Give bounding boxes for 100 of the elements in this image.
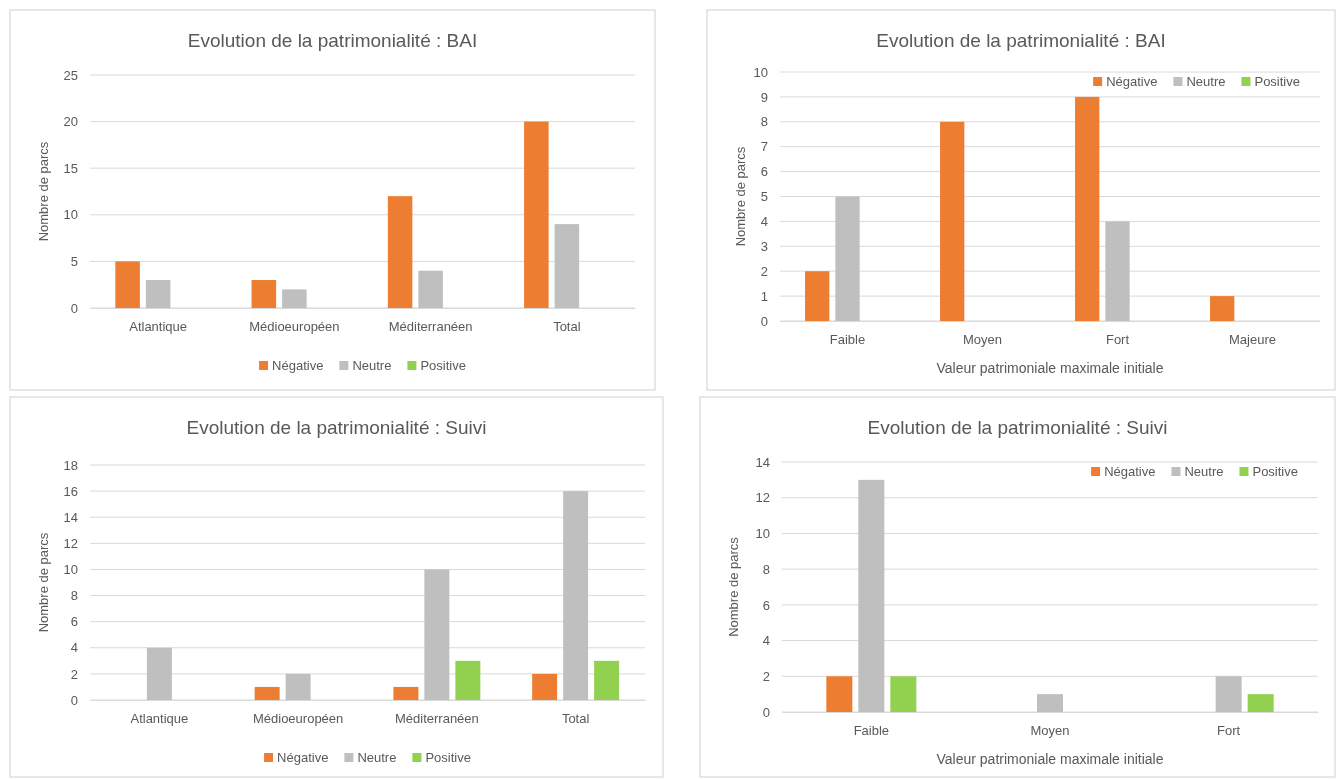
- bar: [1105, 221, 1130, 321]
- y-tick-label: 18: [63, 457, 78, 473]
- bar: [524, 121, 549, 308]
- y-tick-label: 8: [760, 114, 768, 130]
- legend-label: Neutre: [357, 750, 397, 765]
- y-tick-label: 9: [760, 89, 768, 105]
- bar: [285, 673, 311, 700]
- bar: [835, 196, 860, 321]
- x-tick-label: Fort: [1217, 723, 1241, 739]
- x-tick-label: Moyen: [962, 332, 1003, 348]
- y-tick-label: 0: [760, 313, 768, 329]
- y-tick-label: 8: [70, 588, 78, 604]
- y-tick-label: 20: [63, 114, 78, 130]
- y-tick-label: 14: [755, 454, 770, 470]
- x-tick-label: Méditerranéen: [394, 711, 479, 727]
- y-tick-label: 6: [760, 164, 768, 180]
- bar: [532, 673, 558, 700]
- y-tick-label: 5: [70, 254, 78, 270]
- chart-title: Evolution de la patrimonialité : BAI: [187, 30, 478, 51]
- legend-label: Positive: [1252, 464, 1298, 479]
- bar: [1210, 296, 1235, 321]
- x-tick-label: Majeure: [1229, 332, 1276, 348]
- bar: [251, 280, 277, 308]
- y-tick-label: 4: [762, 633, 770, 649]
- x-tick-label: Méditerranéen: [388, 319, 473, 335]
- y-tick-label: 0: [70, 692, 78, 708]
- x-tick-label: Atlantique: [129, 319, 188, 335]
- bar: [455, 660, 481, 700]
- legend-label: Négative: [272, 358, 324, 373]
- y-tick-label: 1: [760, 288, 768, 304]
- legend-label: Neutre: [1186, 74, 1226, 89]
- bar: [890, 676, 917, 712]
- y-tick-label: 10: [753, 64, 768, 80]
- bar: [282, 289, 307, 308]
- bar: [393, 686, 419, 700]
- y-tick-label: 2: [760, 263, 768, 279]
- bar: [115, 261, 140, 308]
- y-tick-label: 4: [760, 214, 768, 230]
- y-tick-label: 25: [63, 67, 78, 83]
- y-tick-label: 6: [762, 597, 770, 613]
- bar: [826, 676, 853, 712]
- y-axis-title: Nombre de parcs: [36, 532, 51, 633]
- legend-label: Négative: [1106, 74, 1158, 89]
- x-tick-label: Fort: [1105, 332, 1130, 348]
- x-tick-label: Atlantique: [130, 711, 189, 727]
- y-tick-label: 14: [63, 509, 78, 525]
- y-tick-label: 10: [755, 526, 770, 542]
- bar: [1075, 96, 1100, 321]
- legend-label: Négative: [1104, 464, 1156, 479]
- chart-title: Evolution de la patrimonialité : BAI: [876, 30, 1166, 51]
- y-tick-label: 6: [70, 614, 78, 630]
- bar: [145, 280, 171, 308]
- y-tick-label: 5: [760, 189, 768, 205]
- bar: [858, 479, 885, 712]
- bar: [1247, 694, 1274, 712]
- bar: [1215, 676, 1242, 712]
- legend-label: Négative: [277, 750, 329, 765]
- y-tick-label: 12: [63, 535, 78, 551]
- y-tick-label: 0: [762, 704, 770, 720]
- legend-label: Neutre: [1184, 464, 1224, 479]
- bar: [554, 224, 580, 308]
- legend-label: Neutre: [352, 358, 392, 373]
- x-axis-title: Valeur patrimoniale maximale initiale: [936, 360, 1164, 376]
- x-tick-label: Médioeuropéen: [252, 711, 344, 727]
- bar: [805, 271, 830, 321]
- chart-title: Evolution de la patrimonialité : Suivi: [186, 417, 487, 438]
- x-tick-label: Total: [561, 711, 590, 727]
- x-tick-label: Moyen: [1030, 723, 1070, 739]
- y-axis-title: Nombre de parcs: [733, 146, 748, 247]
- bar: [146, 647, 172, 700]
- y-tick-label: 7: [760, 139, 768, 155]
- x-tick-label: Total: [553, 319, 581, 335]
- bar: [418, 270, 443, 308]
- legend-label: Positive: [420, 358, 466, 373]
- chart-title: Evolution de la patrimonialité : Suivi: [867, 417, 1168, 438]
- legend-label: Positive: [425, 750, 471, 765]
- y-tick-label: 15: [63, 160, 78, 176]
- legend-label: Positive: [1254, 74, 1300, 89]
- x-axis-title: Valeur patrimoniale maximale initiale: [936, 751, 1164, 767]
- y-axis-title: Nombre de parcs: [36, 141, 51, 242]
- y-tick-label: 10: [63, 207, 78, 223]
- y-tick-label: 4: [70, 640, 78, 656]
- bar: [1037, 694, 1063, 712]
- y-tick-label: 3: [760, 238, 768, 254]
- bar: [424, 569, 450, 700]
- y-tick-label: 0: [70, 300, 78, 316]
- bar: [254, 686, 280, 700]
- y-tick-label: 8: [762, 561, 770, 577]
- y-axis-title: Nombre de parcs: [726, 536, 741, 637]
- y-tick-label: 10: [63, 562, 78, 578]
- bar: [594, 660, 620, 700]
- bar: [940, 121, 965, 321]
- x-tick-label: Faible: [829, 332, 866, 348]
- x-tick-label: Médioeuropéen: [249, 319, 340, 335]
- y-tick-label: 16: [63, 483, 78, 499]
- bar: [563, 491, 589, 700]
- y-tick-label: 2: [762, 668, 770, 684]
- y-tick-label: 2: [70, 666, 78, 682]
- bar: [387, 196, 413, 308]
- y-tick-label: 12: [755, 490, 770, 506]
